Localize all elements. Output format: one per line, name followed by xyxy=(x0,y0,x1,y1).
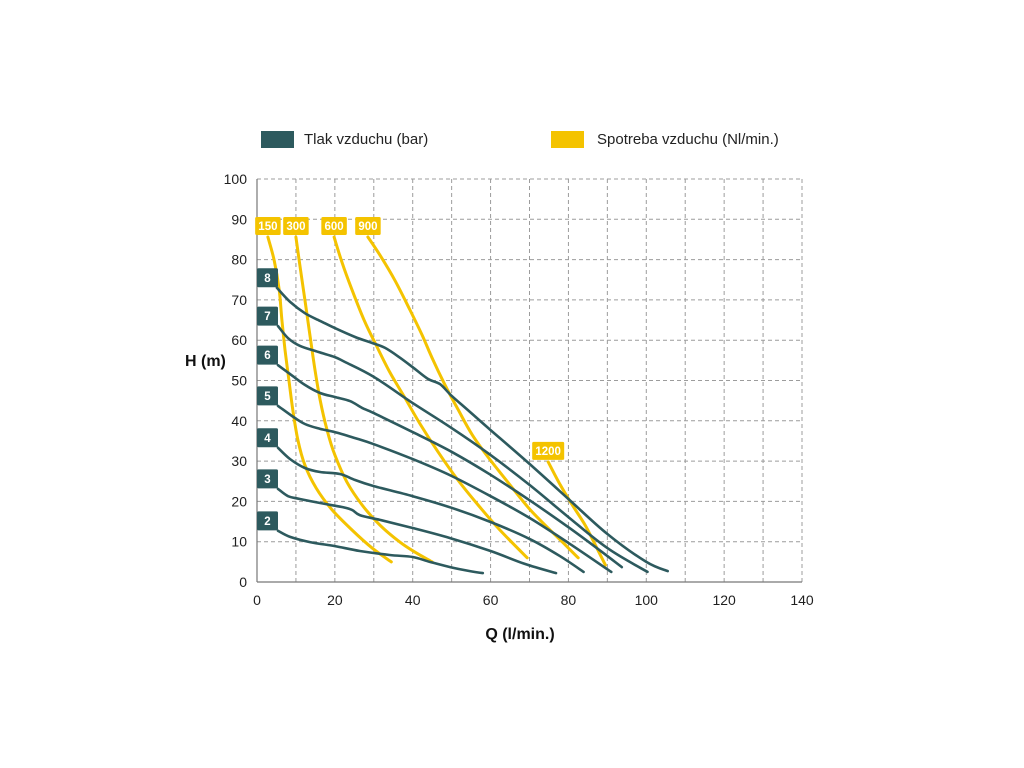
x-tick-label: 20 xyxy=(327,592,343,608)
air-pressure-label-3: 3 xyxy=(264,474,270,486)
y-tick-label: 50 xyxy=(231,373,247,389)
y-axis-title: H (m) xyxy=(185,353,226,370)
air-pressure-curve-8 xyxy=(275,286,669,573)
air-pressure-curve-3 xyxy=(276,487,558,575)
air-consumption-label-1200: 1200 xyxy=(535,446,561,458)
air-pressure-label-4: 4 xyxy=(264,433,271,445)
y-tick-label: 80 xyxy=(231,252,247,268)
air-pressure-curve-7 xyxy=(276,324,649,574)
air-pressure-label-box-3 xyxy=(257,469,278,489)
air-pressure-label-5: 5 xyxy=(264,391,271,403)
air-pressure-label-box-7 xyxy=(257,306,278,326)
legend-item-air-consumption: Spotreba vzduchu (Nl/min.) xyxy=(551,128,779,150)
air-pressure-curve-4 xyxy=(276,446,585,574)
air-pressure-curve-5 xyxy=(276,404,613,574)
air-consumption-label-box-1200 xyxy=(532,441,565,460)
air-pressure-label-2: 2 xyxy=(264,516,270,528)
air-consumption-label-150: 150 xyxy=(258,221,277,233)
x-axis-title: Q (l/min.) xyxy=(485,626,555,643)
air-pressure-label-7: 7 xyxy=(264,311,270,323)
air-pressure-label-box-2 xyxy=(257,511,278,531)
legend: Tlak vzduchu (bar) Spotreba vzduchu (Nl/… xyxy=(0,128,1024,150)
y-tick-label: 70 xyxy=(231,292,247,308)
x-tick-label: 100 xyxy=(635,592,659,608)
air-pressure-label-box-8 xyxy=(257,268,278,288)
air-consumption-label-box-150 xyxy=(255,217,281,236)
air-pressure-label-box-6 xyxy=(257,345,278,365)
x-tick-label: 120 xyxy=(712,592,736,608)
y-tick-label: 60 xyxy=(231,332,247,348)
air-consumption-label-600: 600 xyxy=(324,221,343,233)
air-consumption-curve-900 xyxy=(366,235,580,560)
legend-swatch-air-pressure xyxy=(261,130,294,148)
x-tick-label: 140 xyxy=(790,592,814,608)
x-tick-label: 60 xyxy=(483,592,499,608)
series-labels: 150 300 600 900 1200 2 3 4 5 6 7 8 xyxy=(255,217,565,531)
y-tick-label: 100 xyxy=(224,171,248,187)
x-tick-label: 80 xyxy=(561,592,577,608)
legend-swatch-air-consumption xyxy=(551,130,584,148)
y-tick-label: 20 xyxy=(231,493,247,509)
tick-labels: 0 20 40 60 80 100 120 140 0 10 20 30 40 50 60 70 80 90 100 xyxy=(224,171,814,608)
y-tick-label: 0 xyxy=(239,574,247,590)
series-lines xyxy=(266,235,669,575)
air-pressure-curve-6 xyxy=(276,363,624,569)
air-consumption-label-box-600 xyxy=(321,217,347,236)
air-consumption-curve-600 xyxy=(332,235,529,560)
air-consumption-label-box-900 xyxy=(355,217,381,236)
grid xyxy=(257,178,803,582)
y-tick-label: 10 xyxy=(231,534,247,550)
air-pressure-label-6: 6 xyxy=(264,350,270,362)
air-pressure-label-box-5 xyxy=(257,386,278,406)
legend-label-air-pressure: Tlak vzduchu (bar) xyxy=(304,130,429,148)
air-pressure-curve-2 xyxy=(276,529,485,575)
air-consumption-curve-300 xyxy=(294,235,434,564)
x-tick-label: 0 xyxy=(253,592,261,608)
legend-item-air-pressure: Tlak vzduchu (bar) xyxy=(261,128,428,150)
y-tick-label: 30 xyxy=(231,453,247,469)
air-consumption-label-300: 300 xyxy=(286,221,305,233)
air-pressure-label-8: 8 xyxy=(264,273,271,285)
air-consumption-label-900: 900 xyxy=(358,221,377,233)
x-tick-label: 40 xyxy=(405,592,421,608)
air-pressure-label-box-4 xyxy=(257,428,278,448)
y-tick-label: 90 xyxy=(231,211,247,227)
air-consumption-curve-150 xyxy=(266,235,393,564)
legend-label-air-consumption: Spotreba vzduchu (Nl/min.) xyxy=(597,130,779,148)
air-consumption-label-box-300 xyxy=(283,217,309,236)
y-tick-label: 40 xyxy=(231,413,247,429)
